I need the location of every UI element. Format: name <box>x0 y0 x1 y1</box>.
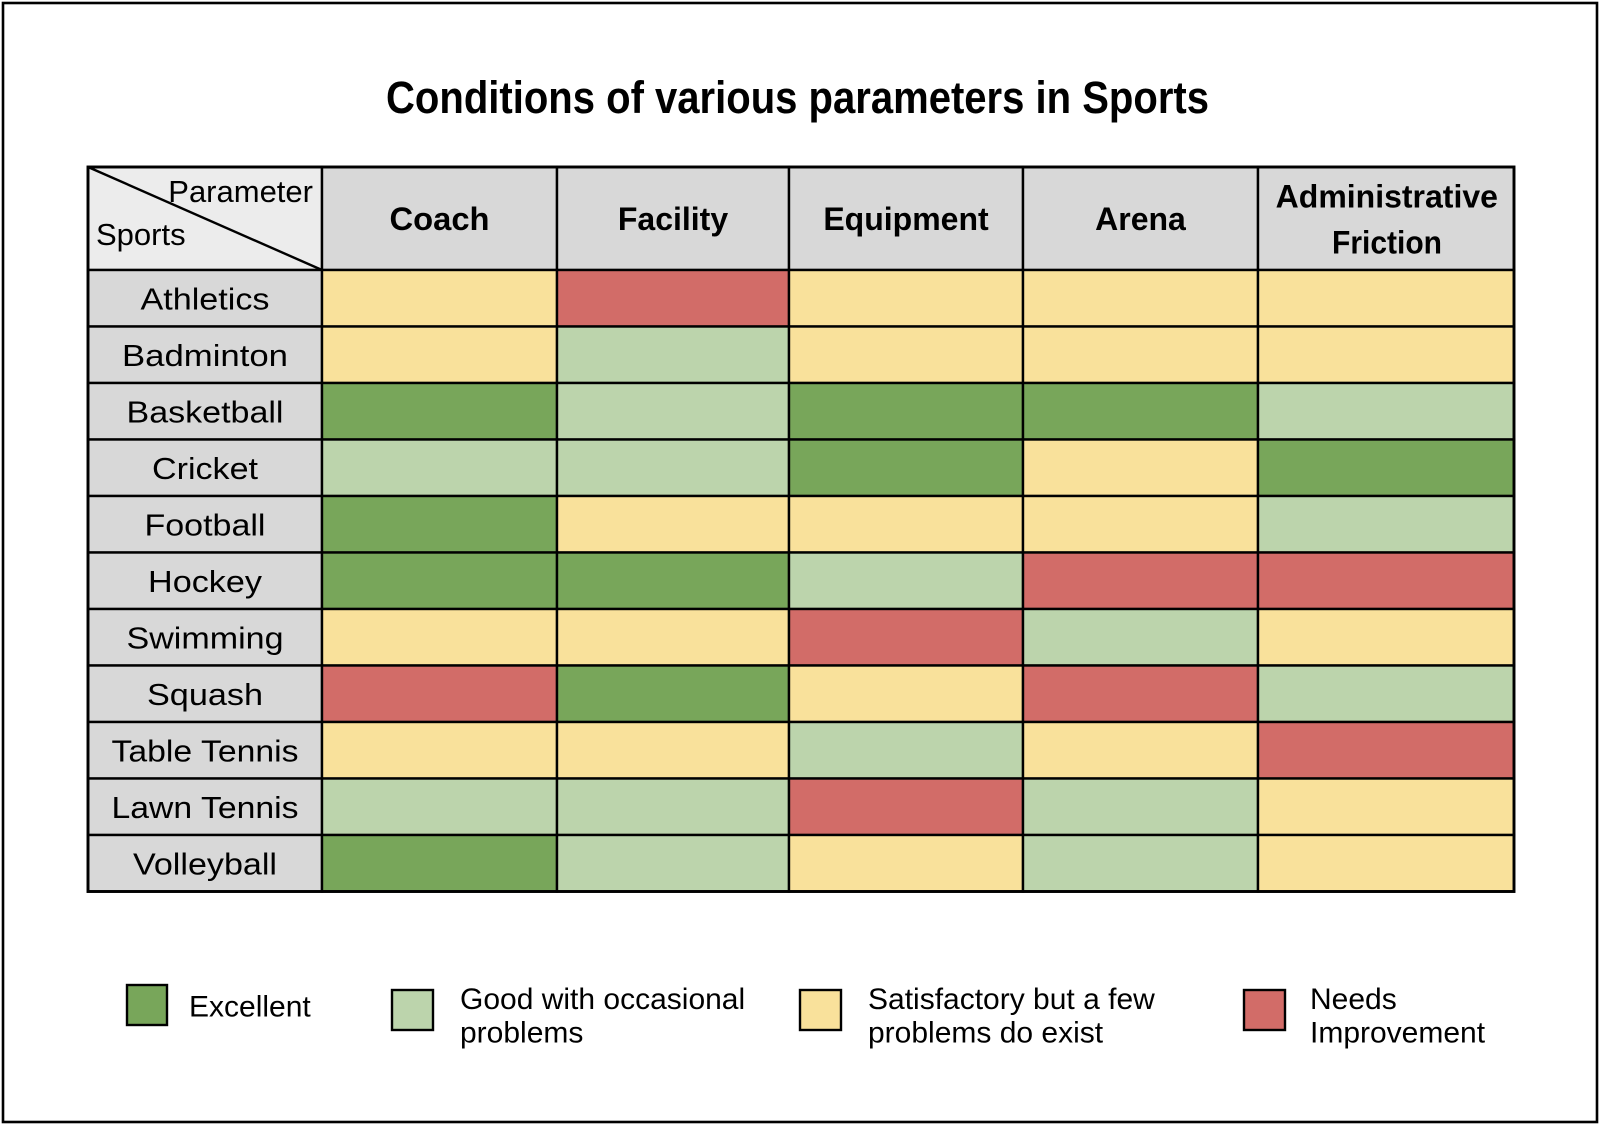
svg-text:problems do exist: problems do exist <box>868 1017 1104 1050</box>
svg-text:Squash: Squash <box>147 677 263 712</box>
svg-text:Coach: Coach <box>390 201 490 237</box>
svg-text:Cricket: Cricket <box>152 451 258 486</box>
svg-text:Badminton: Badminton <box>122 338 288 373</box>
svg-text:Needs: Needs <box>1310 983 1397 1016</box>
svg-text:Good with occasional: Good with occasional <box>460 983 745 1016</box>
svg-text:Arena: Arena <box>1095 201 1186 237</box>
svg-text:Volleyball: Volleyball <box>133 846 277 881</box>
svg-text:Swimming: Swimming <box>127 620 284 655</box>
svg-text:Administrative: Administrative <box>1276 179 1498 215</box>
svg-text:Facility: Facility <box>618 201 728 237</box>
svg-text:Athletics: Athletics <box>141 281 270 316</box>
svg-text:Hockey: Hockey <box>148 564 263 599</box>
svg-text:problems: problems <box>460 1017 583 1050</box>
svg-text:Lawn Tennis: Lawn Tennis <box>112 790 299 825</box>
svg-text:Basketball: Basketball <box>127 394 284 429</box>
svg-text:Football: Football <box>145 507 266 542</box>
svg-text:Parameter: Parameter <box>168 174 313 209</box>
svg-text:Excellent: Excellent <box>189 991 311 1024</box>
svg-text:Friction: Friction <box>1332 225 1442 261</box>
svg-text:Equipment: Equipment <box>823 201 989 237</box>
svg-text:Conditions of various paramete: Conditions of various parameters in Spor… <box>386 72 1209 123</box>
svg-text:Sports: Sports <box>96 217 186 252</box>
svg-text:Improvement: Improvement <box>1310 1017 1486 1050</box>
svg-text:Table Tennis: Table Tennis <box>112 733 299 768</box>
svg-text:Satisfactory but a few: Satisfactory but a few <box>868 983 1155 1016</box>
